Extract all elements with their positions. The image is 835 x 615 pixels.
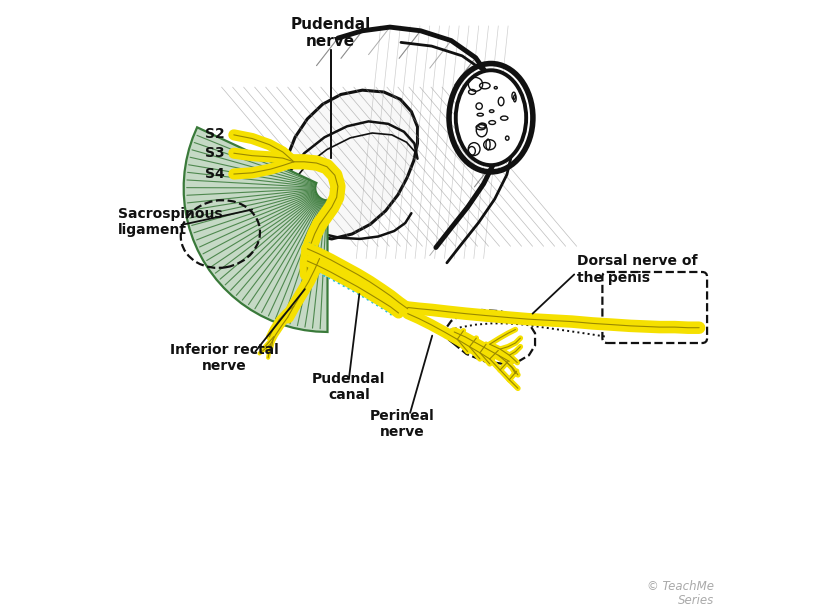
Text: Pudendal
canal: Pudendal canal [312, 372, 386, 402]
Text: © TeachMe: © TeachMe [647, 580, 715, 593]
Ellipse shape [456, 70, 526, 165]
Text: Dorsal nerve of
the penis: Dorsal nerve of the penis [577, 255, 697, 285]
Text: Inferior rectal
nerve: Inferior rectal nerve [170, 343, 279, 373]
Polygon shape [279, 90, 418, 239]
Text: S3: S3 [205, 146, 225, 161]
Text: Perineal
nerve: Perineal nerve [370, 409, 434, 439]
Text: S4: S4 [205, 167, 225, 181]
Polygon shape [308, 243, 400, 315]
Polygon shape [184, 127, 327, 332]
Text: Series: Series [678, 595, 715, 608]
Text: Pudendal
nerve: Pudendal nerve [291, 17, 371, 49]
Text: Sacrospinous
ligament: Sacrospinous ligament [118, 207, 222, 237]
Text: S2: S2 [205, 127, 225, 141]
